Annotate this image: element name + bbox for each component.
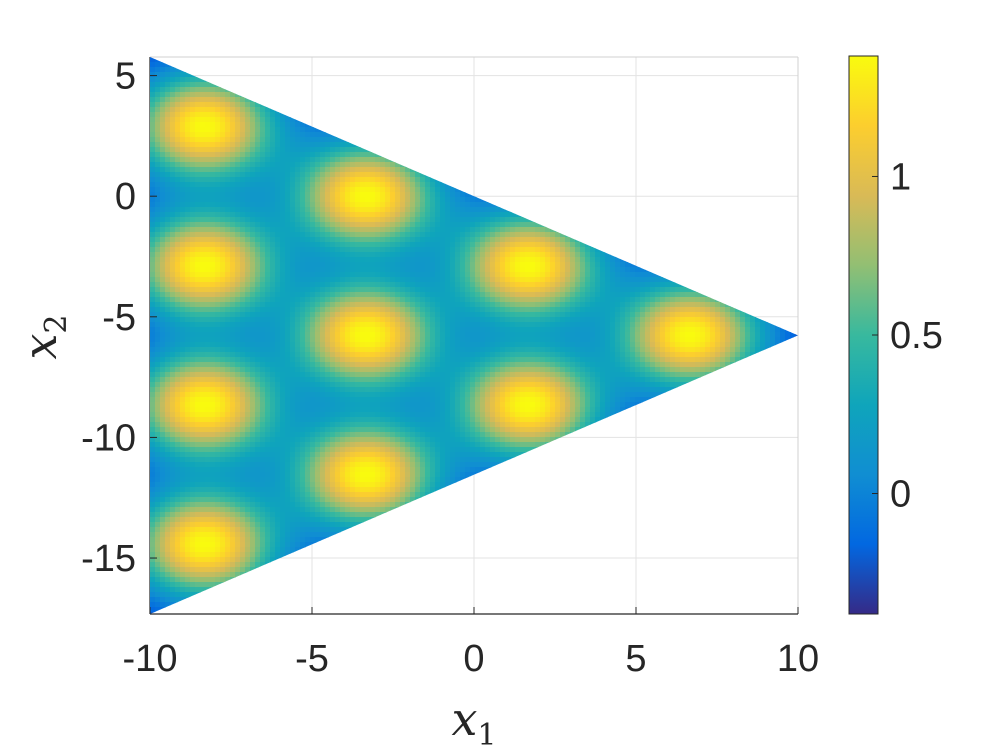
x-tick-label-4: 10 xyxy=(777,638,819,680)
y-tick-label-2: -5 xyxy=(102,297,136,339)
x-axis-label: x1 xyxy=(451,692,496,747)
y-tick-label-4: -15 xyxy=(81,538,136,580)
colorbar: 00.51 xyxy=(849,56,943,614)
x-axis-label-subscript: 1 xyxy=(477,718,496,747)
colorbar-tick-label-2: 1 xyxy=(890,156,911,198)
x-tick-label-0: -10 xyxy=(123,638,178,680)
colorbar-tick-label-1: 0.5 xyxy=(890,315,943,357)
y-axis-label: x2 xyxy=(13,314,74,359)
x-tick-label-1: -5 xyxy=(295,638,329,680)
x-tick-label-2: 0 xyxy=(463,638,484,680)
y-tick-label-3: -10 xyxy=(81,417,136,459)
colorbar-tick-label-0: 0 xyxy=(890,474,911,516)
x-tick-label-3: 5 xyxy=(625,638,646,680)
y-tick-label-1: 0 xyxy=(115,176,136,218)
y-axis-label-subscript: 2 xyxy=(39,314,74,333)
y-tick-label-0: 5 xyxy=(115,56,136,98)
